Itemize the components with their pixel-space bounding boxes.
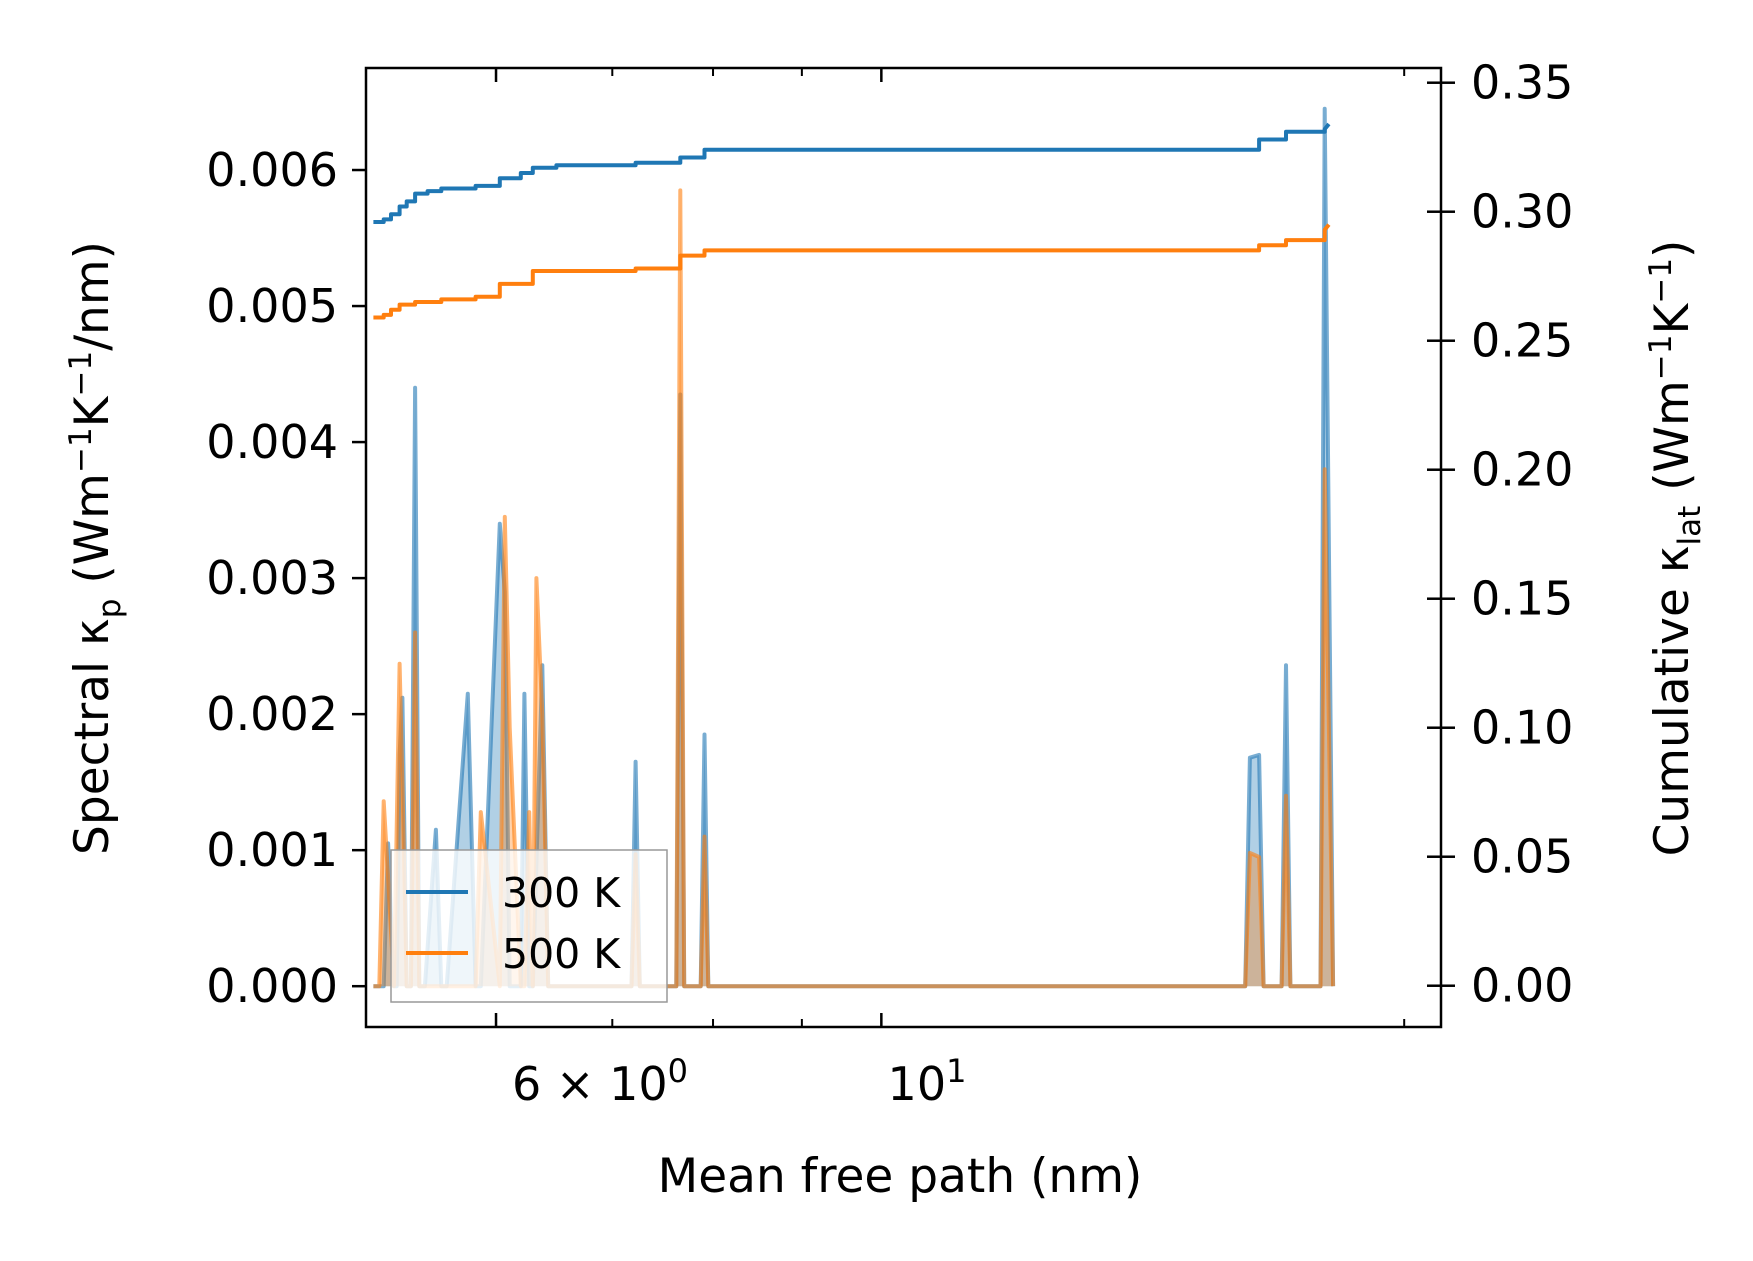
plot-frame xyxy=(364,66,1443,1029)
left-tick-label: 0.006 xyxy=(206,143,338,197)
legend: 300 K 500 K xyxy=(390,849,668,1003)
left-tick-label: 0.001 xyxy=(206,823,338,877)
x-tick-label: 6 × 100 xyxy=(512,1052,688,1111)
right-tick-label: 0.05 xyxy=(1471,830,1573,884)
right-axis-title: Cumulative κlat (Wm−1K−1) xyxy=(1643,240,1708,857)
right-tick-label: 0.20 xyxy=(1471,443,1573,497)
left-tick-label: 0.000 xyxy=(206,959,338,1013)
x-axis-title: Mean free path (nm) xyxy=(658,1149,1143,1204)
right-tick-label: 0.35 xyxy=(1471,56,1573,110)
right-tick-label: 0.25 xyxy=(1471,314,1573,368)
axes-layer: 0.000 0.001 0.002 0.003 0.004 0.005 0.006 0.00 0… xyxy=(206,56,1573,1029)
legend-frame xyxy=(390,849,668,1003)
cumulative-line-300k xyxy=(373,122,1331,224)
right-tick-label: 0.15 xyxy=(1471,572,1573,626)
left-tick-label: 0.005 xyxy=(206,279,338,333)
left-tick-label: 0.003 xyxy=(206,551,338,605)
right-tick-label: 0.10 xyxy=(1471,701,1573,755)
left-tick-label: 0.002 xyxy=(206,687,338,741)
x-tick-label: 101 xyxy=(888,1052,967,1111)
cumulative-line-500k xyxy=(373,223,1331,320)
legend-label-300k: 300 K xyxy=(502,869,621,917)
legend-label-500k: 500 K xyxy=(502,930,621,978)
left-tick-label: 0.004 xyxy=(206,415,338,469)
right-tick-label: 0.00 xyxy=(1471,959,1573,1013)
right-tick-label: 0.30 xyxy=(1471,185,1573,239)
left-axis-title: Spectral κp (Wm−1K−1/nm) xyxy=(63,241,128,855)
